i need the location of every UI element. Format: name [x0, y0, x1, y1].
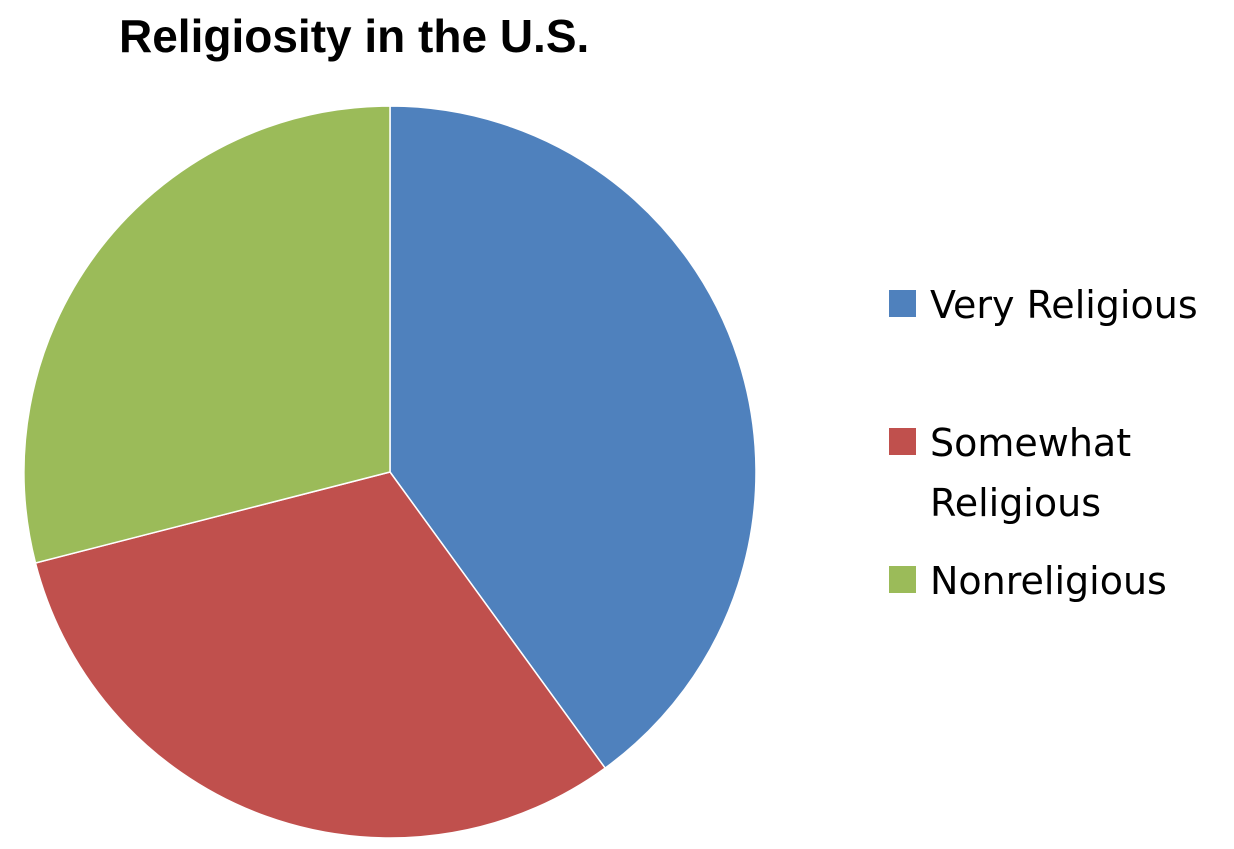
- legend-item-very-religious: Very Religious: [889, 283, 1198, 327]
- chart-title: Religiosity in the U.S.: [119, 10, 589, 62]
- pie-slice-nonreligious: [23, 105, 391, 564]
- legend-swatch-very-religious: [889, 290, 916, 317]
- legend-swatch-nonreligious: [889, 566, 916, 593]
- legend-item-nonreligious: Nonreligious: [889, 559, 1167, 603]
- legend-label-very-religious: Very Religious: [930, 283, 1198, 327]
- legend: Very Religious Somewhat Religious Nonreligi…: [889, 283, 1198, 603]
- legend-item-somewhat-religious: Somewhat Religious: [889, 421, 1131, 525]
- legend-label-somewhat-religious-line-1: Somewhat: [930, 421, 1131, 465]
- legend-label-somewhat-religious-line-2: Religious: [930, 481, 1101, 525]
- legend-swatch-somewhat-religious: [889, 428, 916, 455]
- pie-slices: [23, 105, 757, 839]
- legend-label-nonreligious: Nonreligious: [930, 559, 1167, 603]
- pie-slice-somewhat-religious: [34, 471, 607, 839]
- pie-slice-very-religious: [389, 105, 757, 770]
